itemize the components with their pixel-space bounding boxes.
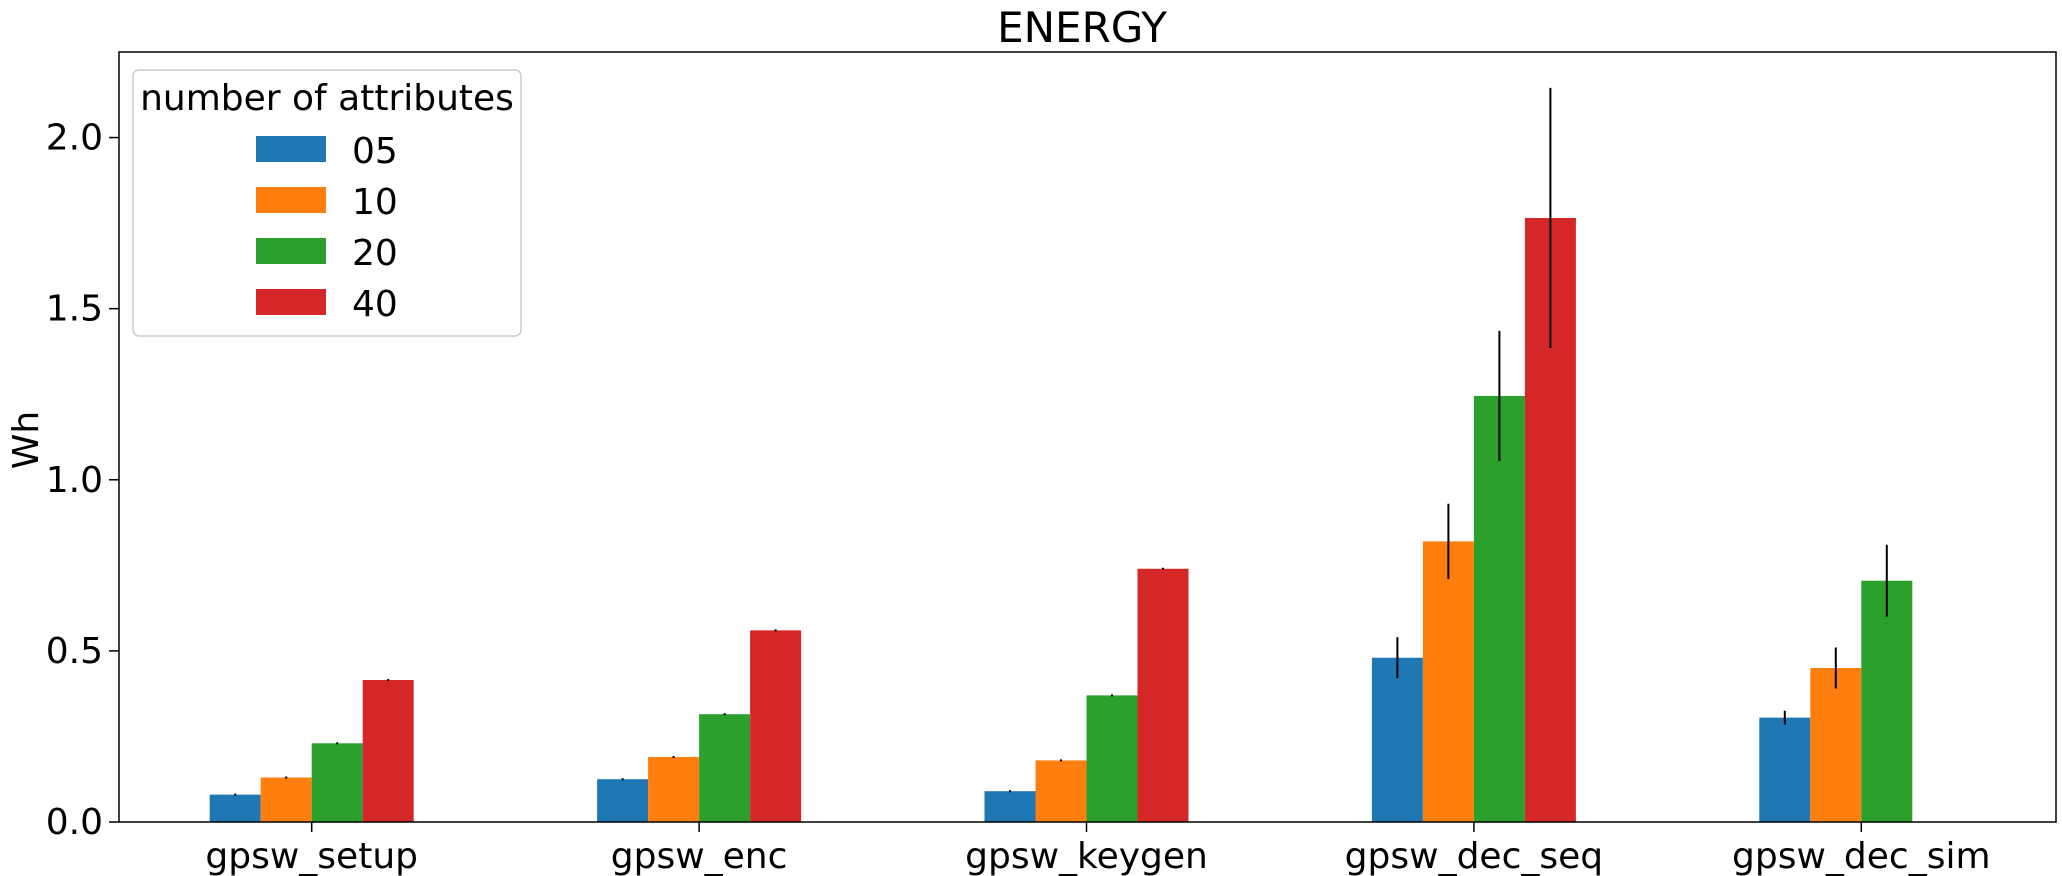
legend-swatch-05 bbox=[256, 136, 326, 162]
plot-frame bbox=[118, 51, 2057, 823]
x-tick-label: gpsw_keygen bbox=[965, 836, 1208, 876]
legend-swatch-20 bbox=[256, 238, 326, 264]
bar-40-gpsw_setup bbox=[362, 679, 414, 822]
y-tick-label: 0.0 bbox=[46, 802, 103, 843]
x-tick-label: gpsw_setup bbox=[205, 836, 418, 876]
bar-40-gpsw_enc bbox=[750, 630, 802, 822]
legend-swatch-10 bbox=[256, 187, 326, 213]
y-tick-label: 1.5 bbox=[46, 289, 103, 330]
bar-05-gpsw_dec_sim bbox=[1759, 717, 1811, 822]
legend-label-40: 40 bbox=[352, 284, 398, 325]
x-tick-label: gpsw_dec_seq bbox=[1345, 836, 1603, 876]
y-axis-label: Wh bbox=[6, 411, 47, 469]
bar-40-gpsw_keygen bbox=[1137, 568, 1189, 822]
legend-swatch-40 bbox=[256, 289, 326, 315]
bar-05-gpsw_keygen bbox=[984, 791, 1036, 822]
bar-05-gpsw_enc bbox=[597, 779, 649, 822]
legend: number of attributes 05 10 20 40 bbox=[132, 69, 522, 337]
legend-label-20: 20 bbox=[352, 233, 398, 274]
legend-title: number of attributes bbox=[140, 78, 514, 119]
legend-box bbox=[132, 69, 522, 337]
x-tick-label: gpsw_enc bbox=[611, 836, 788, 876]
bar-20-gpsw_setup bbox=[311, 743, 363, 822]
y-tick-label: 0.5 bbox=[46, 631, 103, 672]
bar-20-gpsw_enc bbox=[699, 714, 751, 822]
bar-20-gpsw_dec_seq bbox=[1473, 395, 1525, 822]
chart-title: ENERGY bbox=[997, 3, 1167, 52]
bar-10-gpsw_dec_seq bbox=[1422, 541, 1474, 822]
bar-20-gpsw_keygen bbox=[1086, 695, 1138, 822]
x-tick-label: gpsw_dec_sim bbox=[1732, 836, 1991, 876]
plot-area: 0.0 0.5 1.0 1.5 2.0 gpsw_setup gpsw_enc gpsw_ke… bbox=[46, 87, 1991, 876]
bar-05-gpsw_setup bbox=[209, 794, 261, 822]
bar-10-gpsw_enc bbox=[648, 756, 700, 822]
legend-label-10: 10 bbox=[352, 182, 398, 223]
bar-20-gpsw_dec_sim bbox=[1861, 580, 1913, 822]
bar-10-gpsw_keygen bbox=[1035, 760, 1087, 822]
legend-label-05: 05 bbox=[352, 131, 398, 172]
bar-10-gpsw_setup bbox=[260, 777, 312, 822]
bar-10-gpsw_dec_sim bbox=[1810, 668, 1862, 822]
y-tick-label: 2.0 bbox=[46, 118, 103, 159]
bar-05-gpsw_dec_seq bbox=[1371, 657, 1423, 822]
y-tick-label: 1.0 bbox=[46, 460, 103, 501]
